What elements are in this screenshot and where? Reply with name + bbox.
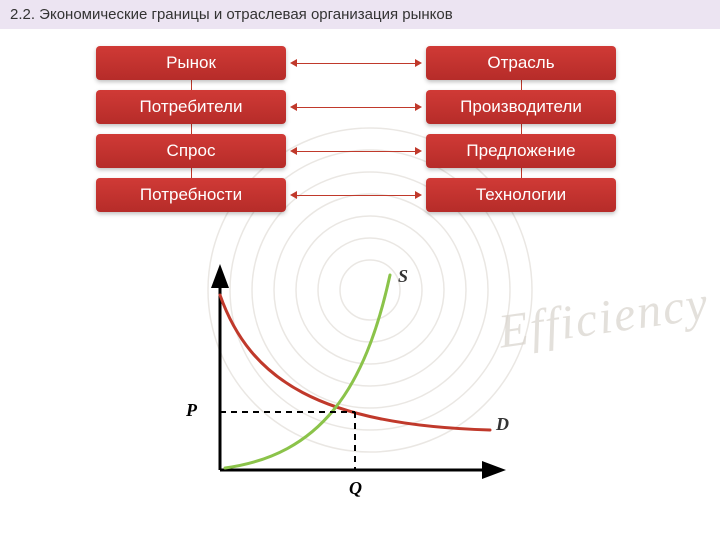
- concept-box-right: Технологии: [426, 178, 616, 212]
- concept-row: Потребители Производители: [96, 88, 616, 126]
- curve-label-s: S: [398, 266, 408, 287]
- concept-grid: Рынок Отрасль Потребители Производители Сп…: [96, 44, 616, 220]
- concept-row: Рынок Отрасль: [96, 44, 616, 82]
- concept-box-right: Отрасль: [426, 46, 616, 80]
- concept-box-left: Потребители: [96, 90, 286, 124]
- axis-label-q: Q: [349, 478, 362, 499]
- concept-row: Спрос Предложение: [96, 132, 616, 170]
- horizontal-connector: [286, 107, 426, 108]
- horizontal-connector: [286, 63, 426, 64]
- concept-row: Потребности Технологии: [96, 176, 616, 214]
- concept-box-left: Спрос: [96, 134, 286, 168]
- concept-box-right: Предложение: [426, 134, 616, 168]
- supply-demand-chart: P Q S D: [180, 260, 540, 520]
- horizontal-connector: [286, 195, 426, 196]
- section-header: 2.2. Экономические границы и отраслевая …: [0, 0, 720, 29]
- curve-label-d: D: [496, 414, 509, 435]
- concept-box-left: Потребности: [96, 178, 286, 212]
- axis-label-p: P: [186, 400, 197, 421]
- concept-box-right: Производители: [426, 90, 616, 124]
- concept-box-left: Рынок: [96, 46, 286, 80]
- horizontal-connector: [286, 151, 426, 152]
